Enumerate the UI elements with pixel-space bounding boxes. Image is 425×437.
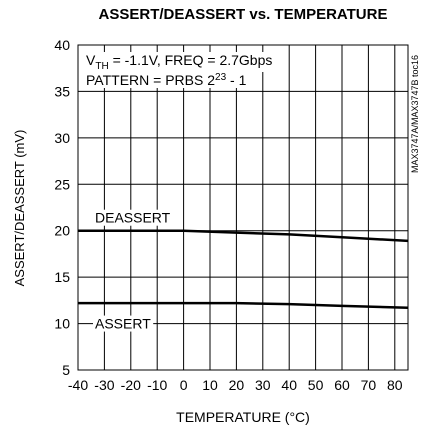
y-tick-label: 10 <box>54 316 70 332</box>
y-tick-label: 25 <box>54 176 70 192</box>
annotation-part: - 1 <box>226 72 246 88</box>
x-tick-label: 50 <box>308 377 324 393</box>
y-tick-label: 30 <box>54 130 70 146</box>
x-tick-label: -30 <box>94 377 114 393</box>
x-tick-label: 20 <box>229 377 245 393</box>
series-line <box>78 301 409 310</box>
x-axis-label: TEMPERATURE (°C) <box>176 409 310 425</box>
y-tick-label: 5 <box>62 362 70 378</box>
x-tick-label: -40 <box>68 377 88 393</box>
x-tick-label: 80 <box>387 377 403 393</box>
label-background <box>84 52 275 72</box>
series-label: DEASSERT <box>95 210 171 226</box>
side-note: MAX3747A/MAX3747B toc16 <box>410 55 420 173</box>
x-tick-label: -20 <box>121 377 141 393</box>
label-background <box>84 72 249 88</box>
annotation: VTH = -1.1V, FREQ = 2.7Gbps <box>86 52 272 72</box>
label-background <box>93 209 173 226</box>
annotation-part: PATTERN = PRBS 2 <box>86 72 215 88</box>
x-tick-label: 70 <box>361 377 377 393</box>
series-label: ASSERT <box>95 316 151 332</box>
y-tick-label: 15 <box>54 269 70 285</box>
x-tick-label: -10 <box>147 377 167 393</box>
annotation-part: TH <box>95 61 108 72</box>
x-tick-label: 10 <box>202 377 218 393</box>
y-tick-label: 20 <box>54 223 70 239</box>
plot-frame <box>77 44 409 371</box>
x-tick-label: 0 <box>180 377 188 393</box>
grid <box>77 44 408 371</box>
y-tick-label: 35 <box>54 83 70 99</box>
y-axis-label: ASSERT/DEASSERT (mV) <box>12 130 27 287</box>
chart-title: ASSERT/DEASSERT vs. TEMPERATURE <box>99 6 388 23</box>
y-tick-label: 40 <box>54 37 70 53</box>
annotation-part: 23 <box>215 72 227 83</box>
annotation-part: V <box>86 52 96 68</box>
x-tick-label: 40 <box>281 377 297 393</box>
annotation: PATTERN = PRBS 223 - 1 <box>86 72 247 88</box>
x-tick-label: 30 <box>255 377 271 393</box>
x-tick-label: 60 <box>334 377 350 393</box>
annotation-part: = -1.1V, FREQ = 2.7Gbps <box>109 52 273 68</box>
series-line <box>78 229 409 243</box>
label-background <box>93 315 154 332</box>
